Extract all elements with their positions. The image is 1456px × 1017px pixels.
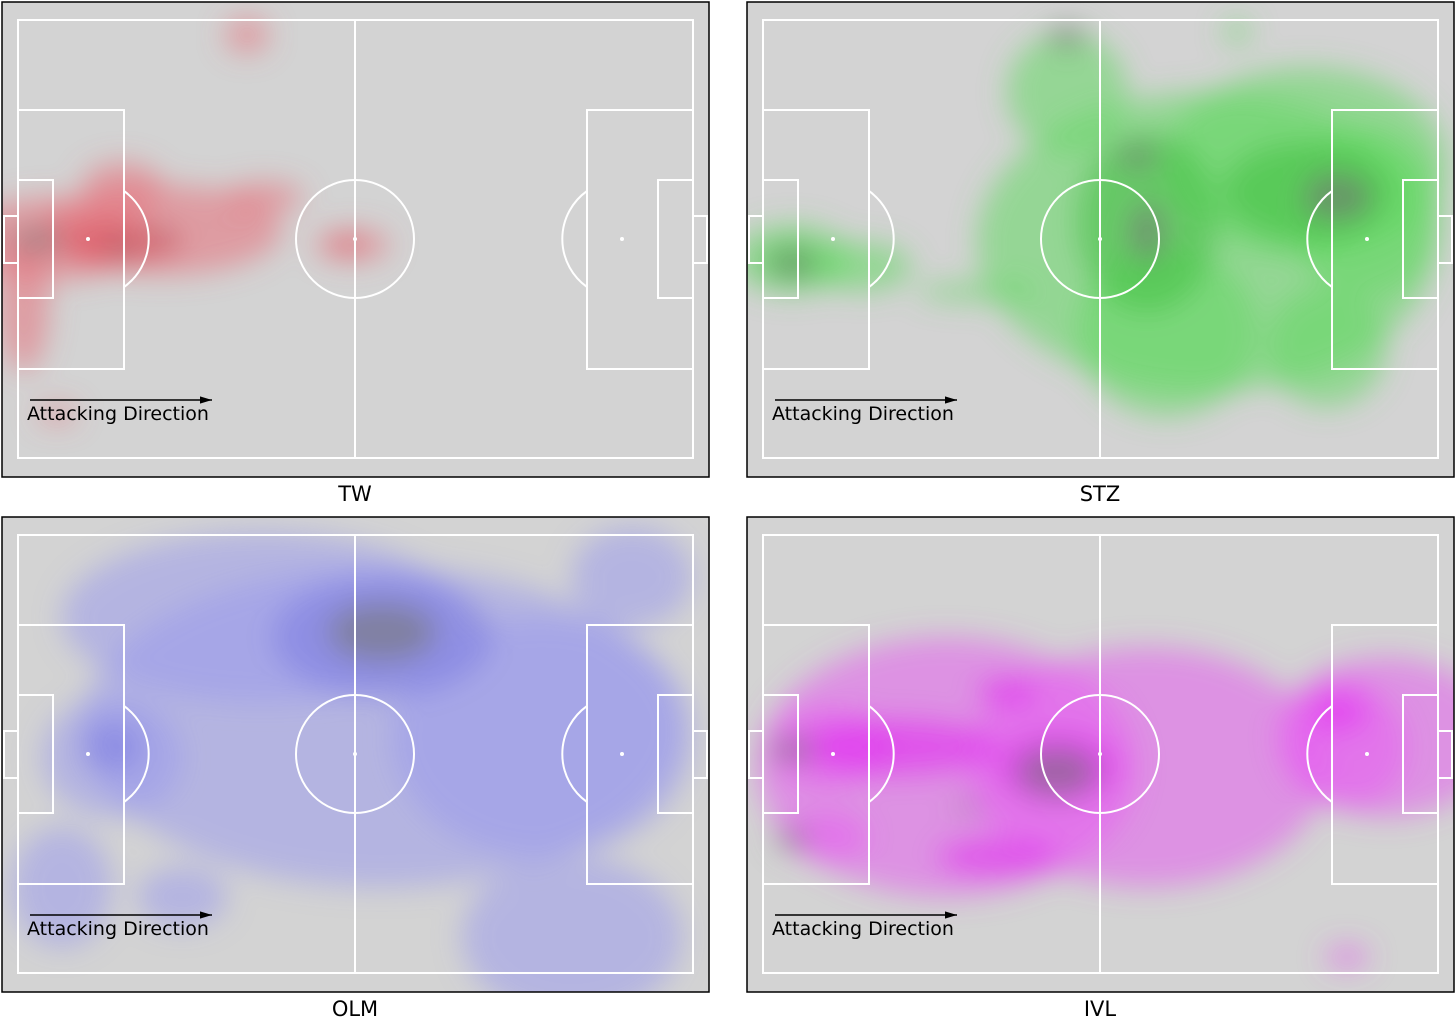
panel-frame [746,516,1455,993]
heat-blob [392,617,692,857]
heat-blob [82,722,142,772]
heat-core [12,228,62,252]
heat-blob [917,282,1037,302]
heat-blob [967,647,1327,887]
heat-blob [787,812,867,862]
heat-core [150,233,174,243]
pitch-panel: Attacking Direction TW [1,1,710,506]
heat-blob [82,162,162,212]
heatmap [12,527,692,992]
annotation: Attacking Direction [27,403,209,425]
heat-blob [937,839,1057,875]
panel-label: STZ [1080,482,1121,506]
heat-core [772,252,812,276]
pitch-panel: Attacking Direction STZ [746,1,1455,506]
heatmap [2,17,390,423]
heat-core [952,802,982,812]
panel-label: TW [337,482,372,506]
heatmap [747,20,1447,417]
heat-core [1047,25,1087,49]
heat-blob [812,242,912,292]
heat-blob [225,17,269,53]
panel-frame [1,516,710,993]
heat-blob [977,677,1037,707]
heat-blob [1007,32,1127,152]
panel-frame [1,1,710,478]
pitch-panel: Attacking Direction OLM [1,516,710,1017]
heat-blob [224,182,304,212]
annotation: Attacking Direction [27,918,209,940]
annotation: Attacking Direction [772,403,954,425]
panel-frame [746,1,1455,478]
annotation: Attacking Direction [772,918,954,940]
pitch-panel: Attacking Direction IVL [746,516,1455,1017]
heat-blob [1267,287,1387,407]
heat-blob [2,232,49,372]
heat-blob [1325,945,1369,969]
heat-core [1015,746,1099,798]
panel-label: OLM [332,997,378,1017]
panel-label: IVL [1084,997,1117,1017]
heatmap [757,637,1454,969]
heat-blob [572,527,692,627]
heat-blob [462,857,682,992]
heat-blob [12,827,112,947]
heat-core [327,602,437,662]
heat-blob [1312,697,1362,727]
heat-core [1302,172,1372,222]
heat-core [1129,202,1165,262]
heat-blob [332,237,362,253]
heat-blob [797,719,997,775]
heat-core [1117,145,1157,169]
heat-blob [1223,20,1251,44]
heat-blob [37,405,77,423]
heat-core [108,240,136,254]
heat-core [770,737,814,763]
heat-core [774,829,810,849]
